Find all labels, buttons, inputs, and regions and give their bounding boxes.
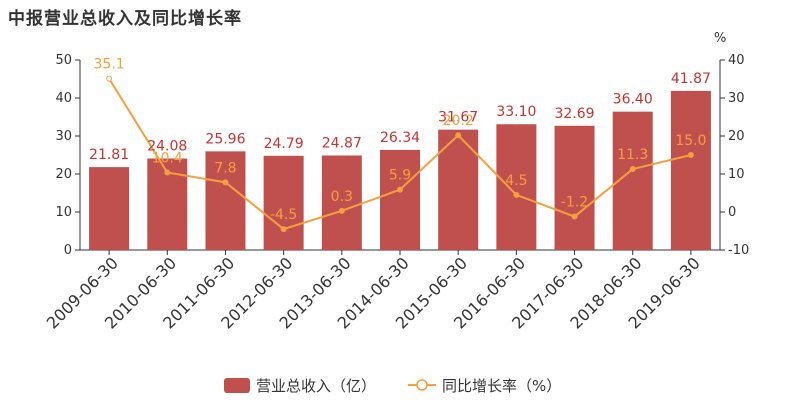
growth-point-label: -1.2: [561, 195, 588, 211]
growth-point: [338, 207, 345, 214]
growth-point-label: 7.8: [214, 160, 236, 176]
bars: [89, 90, 711, 251]
growth-point: [164, 169, 171, 176]
revenue-bar-label: 24.87: [322, 135, 362, 151]
revenue-bar-label: 32.69: [554, 106, 594, 122]
chart-title: 中报营业总收入及同比增长率: [8, 9, 242, 29]
revenue-bar-label: 24.79: [264, 136, 304, 152]
revenue-bar: [205, 151, 246, 250]
growth-point: [571, 213, 578, 220]
left-tick-label: 10: [55, 205, 72, 220]
legend-line-label: 同比增长率（%）: [442, 377, 561, 395]
legend-line-marker: [416, 379, 428, 391]
growth-point: [106, 75, 113, 82]
growth-point: [455, 132, 462, 139]
growth-point: [280, 226, 287, 233]
growth-point-label: 4.5: [505, 173, 527, 189]
legend-bar-label: 营业总收入（亿）: [256, 377, 376, 395]
growth-point-label: 20.2: [443, 113, 474, 129]
growth-point-label: 35.1: [94, 57, 125, 73]
growth-point: [222, 179, 229, 186]
right-tick-label: 40: [728, 53, 745, 68]
growth-point: [397, 186, 403, 193]
growth-point-label: 5.9: [389, 168, 411, 184]
left-tick-label: 30: [55, 129, 72, 144]
revenue-bar: [263, 155, 304, 250]
growth-point-label: 0.3: [331, 189, 353, 205]
right-tick-label: 0: [728, 205, 736, 220]
revenue-bar: [496, 124, 537, 250]
growth-point: [629, 166, 636, 173]
legend-bar-swatch: [224, 378, 250, 393]
growth-point: [513, 191, 520, 198]
right-tick-label: -10: [728, 243, 749, 258]
left-tick-label: 40: [55, 91, 72, 106]
left-tick-label: 0: [64, 243, 72, 258]
revenue-bar-label: 31.67: [438, 110, 478, 126]
revenue-bar-label: 33.10: [496, 104, 536, 120]
right-tick-label: 20: [728, 129, 745, 144]
growth-point: [687, 152, 694, 158]
revenue-bar-label: 25.96: [205, 131, 245, 147]
growth-point-label: -4.5: [270, 207, 297, 223]
growth-point-label: 11.3: [617, 147, 648, 163]
data-labels: 21.81 24.08 25.96 24.79 24.87 26.34 31.67 33.10…: [89, 57, 711, 223]
right-tick-label: 30: [728, 91, 745, 106]
growth-point-label: 15.0: [675, 133, 706, 149]
legend: 营业总收入（亿） 同比增长率（%）: [224, 377, 561, 395]
revenue-bar: [321, 155, 362, 250]
revenue-bar: [380, 149, 420, 250]
revenue-bar: [670, 90, 711, 250]
revenue-bar-label: 41.87: [671, 71, 711, 87]
revenue-bar: [89, 167, 130, 250]
revenue-bar-label: 21.81: [89, 147, 129, 163]
revenue-bar-label: 36.40: [613, 92, 653, 108]
growth-line: [106, 75, 694, 233]
revenue-bar: [554, 125, 595, 250]
right-tick-label: 10: [728, 167, 745, 182]
revenue-bar-label: 26.34: [380, 130, 420, 146]
revenue-bar-label: 24.08: [147, 138, 187, 154]
left-tick-label: 20: [55, 167, 72, 182]
right-axis-unit: %: [714, 31, 726, 46]
growth-point-label: 10.4: [152, 150, 183, 166]
left-tick-label: 50: [55, 53, 72, 68]
